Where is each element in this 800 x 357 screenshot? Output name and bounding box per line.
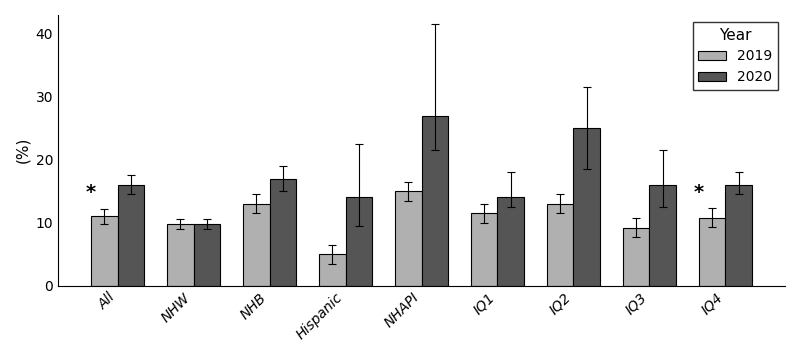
Bar — [726, 185, 752, 286]
Bar — [270, 178, 296, 286]
Bar — [698, 217, 726, 286]
Bar — [395, 191, 422, 286]
Bar — [422, 116, 448, 286]
Text: *: * — [86, 183, 96, 202]
Bar — [118, 185, 144, 286]
Bar — [194, 224, 220, 286]
Bar — [498, 197, 524, 286]
Bar — [471, 213, 498, 286]
Text: *: * — [694, 183, 704, 202]
Bar — [91, 216, 118, 286]
Legend: 2019, 2020: 2019, 2020 — [693, 22, 778, 90]
Bar — [346, 197, 372, 286]
Bar — [623, 228, 650, 286]
Bar — [574, 128, 600, 286]
Bar — [167, 224, 194, 286]
Bar — [243, 204, 270, 286]
Bar — [319, 254, 346, 286]
Y-axis label: (%): (%) — [15, 137, 30, 164]
Bar — [650, 185, 676, 286]
Bar — [547, 204, 574, 286]
